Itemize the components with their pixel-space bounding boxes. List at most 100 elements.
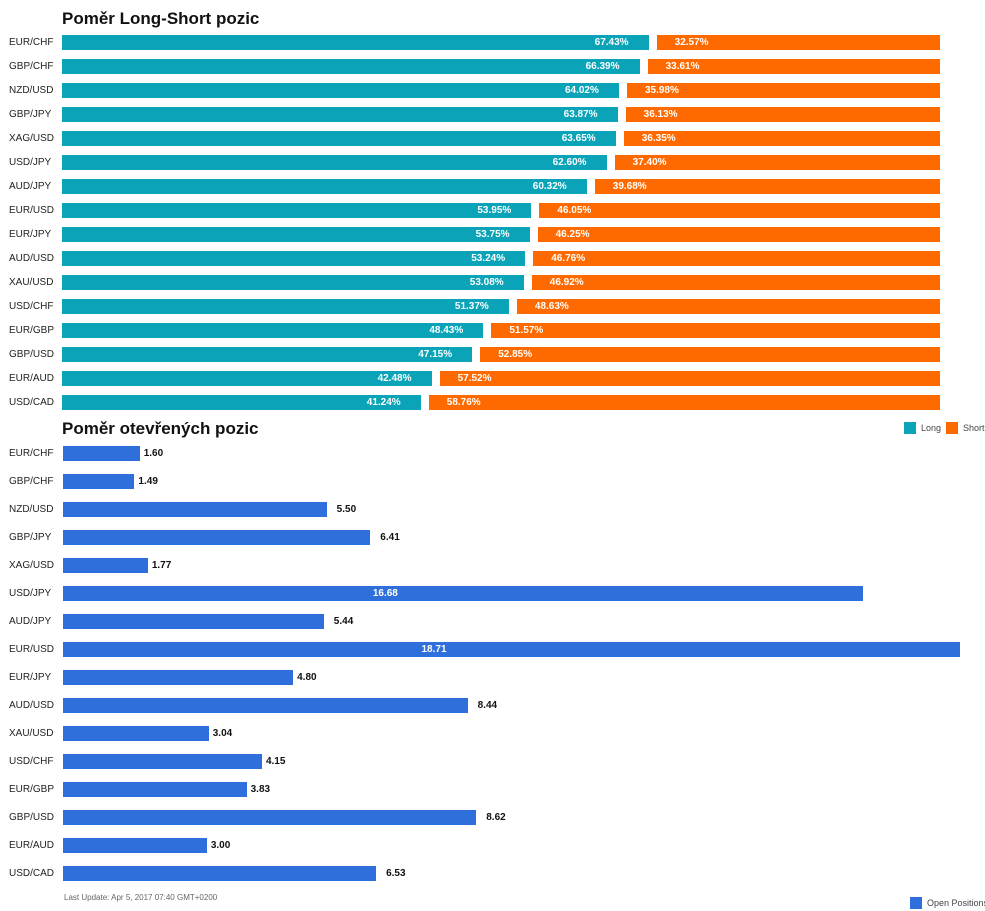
row-label-eur-aud: EUR/AUD [9,373,55,384]
long-short-title: Poměr Long-Short pozic [62,9,260,28]
pos-label-nzd-usd: NZD/USD [9,504,54,515]
row-label-nzd-usd: NZD/USD [9,85,54,96]
pos-label-eur-chf: EUR/CHF [9,448,54,459]
row-label-eur-gbp: EUR/GBP [9,325,55,336]
legend-open-positions-swatch [910,897,922,909]
short-label-aud-jpy: 39.68% [612,181,647,192]
short-label-xag-usd: 36.35% [641,133,676,144]
row-label-usd-cad: USD/CAD [9,397,55,408]
long-bar-aud-jpy [62,179,587,194]
pos-bar-aud-usd [63,698,468,713]
long-label-aud-usd: 53.24% [471,253,506,264]
pos-bar-gbp-usd [63,810,477,825]
row-label-gbp-chf: GBP/CHF [9,61,54,72]
pos-label-gbp-chf: GBP/CHF [9,476,54,487]
short-label-gbp-jpy: 36.13% [643,109,678,120]
short-bar-xau-usd [531,275,940,290]
legend-long-label: Long [921,423,942,433]
pos-value-usd-chf: 4.15 [265,756,286,767]
pos-value-gbp-usd: 8.62 [486,812,506,823]
long-label-gbp-chf: 66.39% [585,61,620,72]
pos-bar-eur-gbp [63,782,247,797]
long-bar-usd-cad [62,395,421,410]
pos-label-eur-jpy: EUR/JPY [9,672,52,683]
long-label-xau-usd: 53.08% [469,277,504,288]
short-bar-gbp-chf [647,59,940,74]
short-label-xau-usd: 46.92% [549,277,584,288]
last-update: Last Update: Apr 5, 2017 07:40 GMT+0200 [64,893,218,902]
row-label-eur-chf: EUR/CHF [9,37,54,48]
pos-bar-usd-jpy [63,586,863,601]
row-label-eur-usd: EUR/USD [9,205,55,216]
short-bar-aud-jpy [594,179,940,194]
pos-value-eur-usd: 18.71 [421,644,447,655]
pos-value-xau-usd: 3.04 [212,728,233,739]
long-label-eur-gbp: 48.43% [429,325,464,336]
short-bar-gbp-jpy [625,107,940,122]
short-bar-xag-usd [623,131,940,146]
short-label-usd-chf: 48.63% [534,301,569,312]
pos-label-usd-chf: USD/CHF [9,756,54,767]
pos-bar-gbp-chf [63,474,135,489]
pos-label-gbp-jpy: GBP/JPY [9,532,52,543]
short-bar-aud-usd [533,251,940,266]
short-label-nzd-usd: 35.98% [644,85,679,96]
long-bar-gbp-chf [62,59,640,74]
pos-label-gbp-usd: GBP/USD [9,812,55,823]
pos-value-aud-usd: 8.44 [477,700,498,711]
short-bar-gbp-usd [480,347,940,362]
long-label-gbp-jpy: 63.87% [563,109,598,120]
short-label-gbp-chf: 33.61% [665,61,700,72]
short-bar-usd-chf [516,299,940,314]
long-label-usd-chf: 51.37% [454,301,489,312]
pos-bar-aud-jpy [63,614,324,629]
pos-bar-usd-chf [63,754,262,769]
pos-label-xau-usd: XAU/USD [9,728,54,739]
pos-bar-eur-usd [63,642,960,657]
long-bar-aud-usd [62,251,526,266]
long-label-eur-jpy: 53.75% [475,229,510,240]
legend-short: Short [946,422,985,434]
short-label-eur-gbp: 51.57% [509,325,544,336]
short-label-eur-jpy: 46.25% [555,229,590,240]
legend-long-swatch [904,422,916,434]
legend-open-positions: Open Positions [910,897,985,909]
pos-value-gbp-jpy: 6.41 [380,532,400,543]
pos-label-xag-usd: XAG/USD [9,560,55,571]
pos-label-eur-aud: EUR/AUD [9,840,55,851]
long-label-eur-aud: 42.48% [377,373,412,384]
pos-bar-eur-chf [63,446,140,461]
long-bar-eur-aud [62,371,432,386]
pos-label-aud-usd: AUD/USD [9,700,55,711]
row-label-eur-jpy: EUR/JPY [9,229,52,240]
long-bar-eur-jpy [62,227,530,242]
long-bar-usd-jpy [62,155,607,170]
pos-bar-gbp-jpy [63,530,371,545]
open-positions-title: Poměr otevřených pozic [62,419,259,438]
row-label-gbp-usd: GBP/USD [9,349,55,360]
pos-label-usd-cad: USD/CAD [9,868,55,879]
row-label-gbp-jpy: GBP/JPY [9,109,52,120]
short-label-eur-usd: 46.05% [557,205,592,216]
pos-value-eur-gbp: 3.83 [250,784,271,795]
row-label-xag-usd: XAG/USD [9,133,55,144]
short-label-usd-jpy: 37.40% [632,157,667,168]
short-bar-eur-chf [656,35,940,50]
long-label-usd-jpy: 62.60% [552,157,587,168]
long-label-eur-usd: 53.95% [477,205,512,216]
legend-short-label: Short [963,423,985,433]
row-label-aud-jpy: AUD/JPY [9,181,52,192]
long-bar-eur-chf [62,35,649,50]
long-bar-gbp-usd [62,347,473,362]
long-label-aud-jpy: 60.32% [532,181,567,192]
pos-value-usd-jpy: 16.68 [372,588,398,599]
pos-label-eur-gbp: EUR/GBP [9,784,55,795]
pos-value-eur-jpy: 4.80 [297,672,317,683]
row-label-aud-usd: AUD/USD [9,253,55,264]
pos-value-eur-aud: 3.00 [210,840,231,851]
pos-bar-xau-usd [63,726,209,741]
short-bar-nzd-usd [626,83,940,98]
long-label-gbp-usd: 47.15% [418,349,453,360]
pos-label-eur-usd: EUR/USD [9,644,55,655]
pos-value-xag-usd: 1.77 [151,560,172,571]
